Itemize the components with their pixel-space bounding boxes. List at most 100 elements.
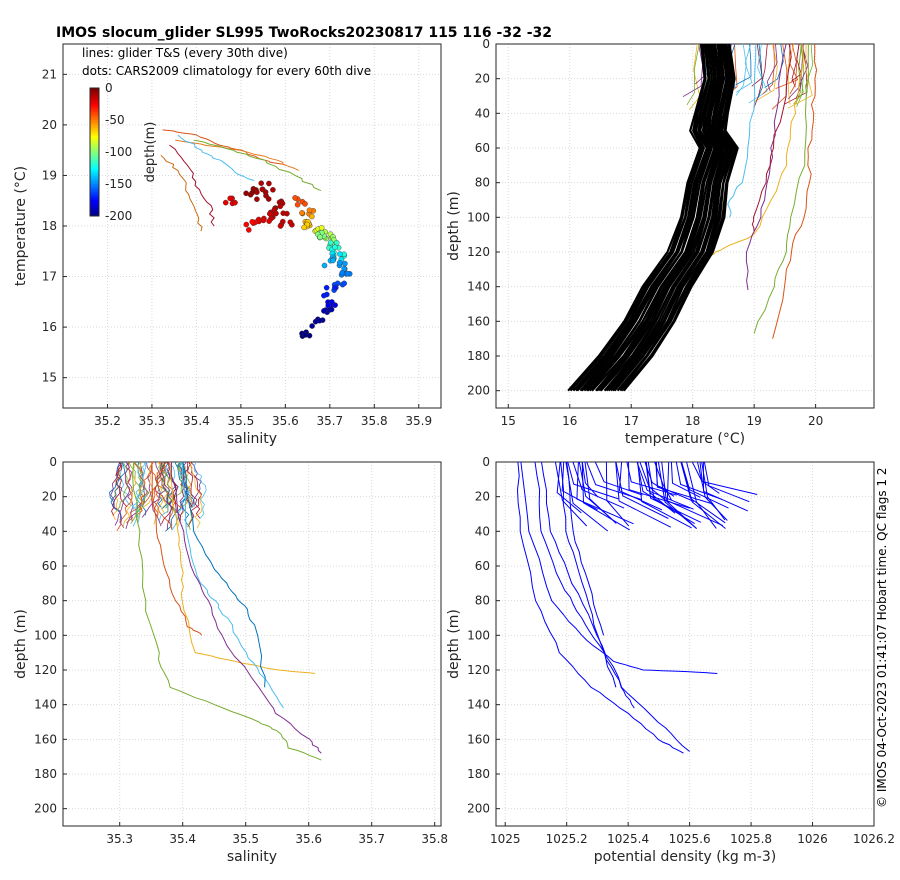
x-tick-label: 35.7: [358, 832, 385, 846]
salinity-surface-trace: [123, 462, 137, 528]
x-tick-label: 1026.2: [853, 832, 895, 846]
climatology-dot: [317, 234, 323, 240]
climatology-dot: [323, 291, 330, 298]
side-label: © IMOS 04-Oct-2023 01:41:07 Hobart time.…: [875, 467, 889, 808]
salinity-profile: [151, 462, 203, 636]
density-surface-trace: [567, 462, 619, 500]
density-surface-trace: [702, 462, 749, 512]
colorbar-segment: [90, 126, 99, 129]
climatology-dot: [266, 218, 272, 224]
x-tick-label: 19: [747, 414, 762, 428]
surface-trace: [787, 44, 809, 100]
salinity-surface-trace: [161, 462, 177, 525]
plot-content: [109, 462, 322, 761]
salinity-surface-trace: [119, 462, 139, 518]
density-surface-trace: [657, 462, 698, 529]
salinity-surface-trace: [110, 462, 126, 506]
climatology-dot: [331, 284, 338, 291]
colorbar-segment: [90, 92, 99, 95]
y-tick-label: 19: [42, 168, 57, 182]
climatology-dot: [247, 191, 254, 198]
x-tick-label: 35.3: [106, 832, 133, 846]
x-tick-label: 1025.2: [546, 832, 588, 846]
climatology-dot: [294, 201, 301, 208]
climatology-dot: [306, 207, 313, 214]
colorbar-segment: [90, 168, 99, 171]
colorbar-segment: [90, 206, 99, 209]
climatology-dot: [222, 199, 229, 206]
density-surface-trace: [680, 462, 726, 524]
x-tick-label: 1025.6: [669, 832, 711, 846]
density-surface-trace: [584, 462, 617, 524]
salinity-surface-trace: [165, 462, 188, 532]
glider-temp-profile: [745, 44, 787, 291]
x-tick-label: 1025.4: [607, 832, 649, 846]
colorbar-segment: [90, 158, 99, 161]
salinity-surface-trace: [188, 462, 202, 509]
y-tick-label: 16: [42, 320, 57, 334]
climatology-dot: [321, 308, 327, 314]
colorbar-segment: [90, 170, 99, 173]
salinity-surface-trace: [180, 462, 193, 508]
climatology-dot: [308, 213, 315, 220]
climatology-dot: [341, 280, 348, 287]
colorbar-segment: [90, 100, 99, 103]
density-profile: [520, 462, 718, 674]
colorbar-segment: [90, 182, 99, 185]
salinity-surface-trace: [187, 462, 203, 528]
surface-trace: [789, 44, 798, 95]
y-tick-label: 180: [467, 349, 490, 363]
colorbar-segment: [90, 164, 99, 167]
climatology-dot: [302, 201, 308, 207]
climatology-dot: [344, 270, 351, 277]
colorbar-segment: [90, 152, 99, 155]
salinity-surface-trace: [110, 462, 125, 529]
climatology-temp-profile: [591, 44, 720, 392]
x-tick-label: 35.4: [183, 414, 210, 428]
climatology-temp-profile: [575, 44, 710, 392]
x-tick-label: 1026: [797, 832, 828, 846]
glider-temp-profile: [753, 44, 809, 334]
x-tick-label: 35.8: [361, 414, 388, 428]
colorbar-segment: [90, 162, 99, 165]
colorbar-segment: [90, 172, 99, 175]
x-tick-label: 35.5: [228, 414, 255, 428]
surface-trace: [787, 44, 813, 109]
surface-trace: [766, 44, 778, 92]
plot-content: [567, 44, 818, 392]
salinity-surface-trace: [125, 462, 134, 522]
colorbar-segment: [90, 214, 99, 217]
climatology-dot: [273, 210, 279, 217]
density-surface-trace: [615, 462, 672, 528]
panel-dz: 1025 1025.2 1025.4 1025.6 1025.8 1026 1026.2 0 2…: [446, 455, 895, 865]
y-tick-label: 0: [482, 37, 490, 51]
climatology-temp-profile: [603, 44, 726, 392]
x-tick-label: 35.5: [232, 832, 259, 846]
salinity-surface-trace: [132, 462, 148, 527]
colorbar-segment: [90, 136, 99, 139]
x-tick-label: 1025.8: [730, 832, 772, 846]
climatology-dot: [337, 251, 343, 257]
y-axis-label: temperature (°C): [13, 166, 29, 286]
colorbar-segment: [90, 192, 99, 195]
colorbar-segment: [90, 94, 99, 97]
legend-entry: lines: glider T&S (every 30th dive): [82, 46, 288, 60]
colorbar-tick-label: -150: [105, 177, 132, 191]
density-surface-trace: [654, 462, 673, 501]
climatology-temp-profile: [613, 44, 734, 392]
surface-trace: [735, 44, 752, 86]
x-tick-label: 35.7: [316, 414, 343, 428]
y-tick-label: 40: [42, 524, 57, 538]
colorbar-tick-label: 0: [105, 81, 113, 95]
y-tick-label: 180: [34, 767, 57, 781]
y-axis-label: depth (m): [13, 609, 29, 679]
y-tick-label: 140: [467, 280, 490, 294]
colorbar-label: depth(m): [143, 122, 158, 183]
surface-trace: [688, 44, 701, 110]
density-surface-trace: [618, 462, 663, 511]
x-tick-label: 35.3: [139, 414, 166, 428]
x-tick-label: 1025: [490, 832, 521, 846]
panel-ts: 35.2 35.3 35.4 35.5 35.6 35.7 35.8 35.9 15 16 17 18…: [13, 43, 442, 447]
y-tick-label: 80: [475, 594, 490, 608]
